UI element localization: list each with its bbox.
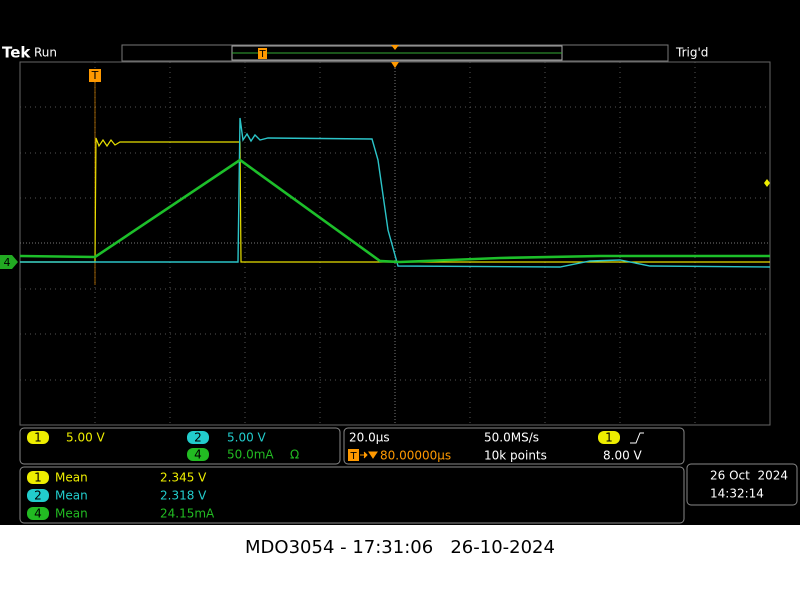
ch2-number: 2 xyxy=(194,431,202,445)
record-trigger-box xyxy=(258,48,267,59)
caption: MDO3054 - 17:31:06 26-10-2024 xyxy=(245,537,555,558)
meas2-channel: 2 xyxy=(34,489,42,503)
meas1-label: Mean xyxy=(55,471,88,485)
ch2-scale: 5.00 V xyxy=(227,431,267,445)
meas1-channel: 1 xyxy=(34,471,42,485)
brand: Tek xyxy=(2,44,31,62)
meas1-value: 2.345 V xyxy=(160,471,207,485)
meas4-badge xyxy=(27,507,49,520)
center-marker xyxy=(391,45,399,50)
ch2-waveform xyxy=(20,117,771,268)
expansion-marker xyxy=(391,62,399,68)
horizontal-scale: 20.0µs xyxy=(349,431,390,445)
ch4-badge xyxy=(187,448,209,461)
meas4-channel: 4 xyxy=(34,507,42,521)
trigger-source-badge xyxy=(598,431,620,444)
date: 26 Oct 2024 xyxy=(710,469,788,483)
channel-panel xyxy=(19,427,341,465)
measurement-panel xyxy=(19,466,685,524)
delay-arrow xyxy=(360,451,378,459)
delay-marker-box xyxy=(348,449,359,461)
delay-marker: T xyxy=(349,451,357,462)
trigger-source: 1 xyxy=(605,431,613,445)
trigger-slope xyxy=(630,432,644,444)
trigger-status: Trig'd xyxy=(675,46,708,60)
ch1-number: 1 xyxy=(34,431,42,445)
delay: 80.00000µs xyxy=(380,449,451,463)
datetime-panel xyxy=(686,463,798,506)
meas2-badge xyxy=(27,489,49,502)
trigger-marker: T xyxy=(91,69,99,82)
ch2-badge xyxy=(187,431,209,444)
trigger-marker-box xyxy=(89,69,101,82)
meas4-value: 24.15mA xyxy=(160,507,215,521)
time: 14:32:14 xyxy=(710,487,764,501)
ch4-number: 4 xyxy=(194,448,202,462)
record-length: 10k points xyxy=(484,449,547,463)
trigger-level-marker xyxy=(764,179,770,187)
run-status: Run xyxy=(34,46,57,60)
ch4-ground-marker: 4 xyxy=(4,256,11,269)
ch4-unit-symbol: Ω xyxy=(290,448,299,462)
meas2-value: 2.318 V xyxy=(160,489,207,503)
ch4-ground-marker-shape xyxy=(0,255,18,269)
sample-rate: 50.0MS/s xyxy=(484,431,539,445)
record-trigger-marker: T xyxy=(258,49,266,60)
ch4-scale: 50.0mA xyxy=(227,448,274,462)
meas4-label: Mean xyxy=(55,507,88,521)
ch1-waveform xyxy=(20,137,770,263)
ch4-waveform xyxy=(19,158,770,264)
meas1-badge xyxy=(27,471,49,484)
meas2-label: Mean xyxy=(55,489,88,503)
ch1-badge xyxy=(27,431,49,444)
trigger-level: 8.00 V xyxy=(603,449,643,463)
ch1-scale: 5.00 V xyxy=(66,431,106,445)
